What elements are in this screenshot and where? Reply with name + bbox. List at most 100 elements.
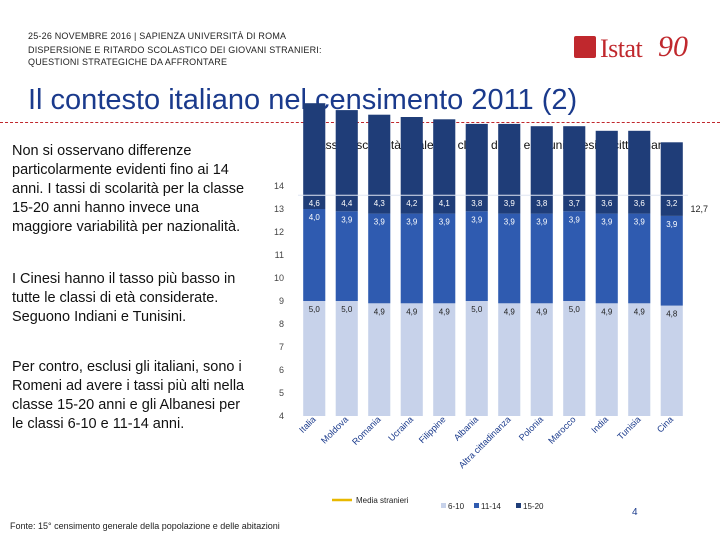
legend-label: Media stranieri <box>356 496 409 505</box>
data-label-11-14: 3,9 <box>471 215 483 224</box>
bar-segment-6-10 <box>335 301 358 416</box>
legend-swatch-6-10 <box>441 503 446 508</box>
bar-segment-6-10 <box>595 303 618 416</box>
category-label: Filippine <box>417 414 448 445</box>
data-label-15-20: 4,3 <box>374 199 386 208</box>
category-label: Cina <box>655 414 675 434</box>
category-label: Romania <box>350 414 383 447</box>
data-label-6-10: 4,8 <box>666 310 678 319</box>
bar-segment-6-10 <box>433 303 456 416</box>
category-label: Marocco <box>546 414 577 445</box>
data-label-6-10: 4,9 <box>601 307 613 316</box>
legend-label: 15-20 <box>523 502 544 511</box>
data-label-6-10: 4,9 <box>504 307 516 316</box>
header-line-2: DISPERSIONE E RITARDO SCOLASTICO DEI GIO… <box>28 45 322 55</box>
data-label-6-10: 4,9 <box>536 307 548 316</box>
data-label-15-20: 3,2 <box>666 199 678 208</box>
data-label-15-20: 3,9 <box>504 199 516 208</box>
bar-segment-15-20 <box>368 114 391 214</box>
bar-segment-6-10 <box>530 303 553 416</box>
data-label-15-20: 4,2 <box>406 199 418 208</box>
source-footer: Fonte: 15° censimento generale della pop… <box>10 521 280 531</box>
category-label: Polonia <box>517 414 545 442</box>
paragraph-2: I Cinesi hanno il tasso più basso in tut… <box>12 271 236 325</box>
data-label-11-14: 4,0 <box>309 213 321 222</box>
bar-segment-11-14 <box>303 209 326 301</box>
data-label-11-14: 3,9 <box>601 218 613 227</box>
bar-segment-15-20 <box>303 103 326 209</box>
bar-segment-11-14 <box>433 213 456 304</box>
data-label-6-10: 4,9 <box>406 307 418 316</box>
page-number: 4 <box>632 507 638 518</box>
y-tick-label: 11 <box>275 250 284 260</box>
y-tick-label: 10 <box>274 273 284 283</box>
bar-segment-15-20 <box>433 119 456 214</box>
data-label-11-14: 3,9 <box>504 218 516 227</box>
y-tick-label: 14 <box>274 181 284 191</box>
y-tick-label: 7 <box>279 342 284 352</box>
header-line-3: QUESTIONI STRATEGICHE DA AFFRONTARE <box>28 57 228 67</box>
line-series-value-label: 12,7 <box>690 204 708 214</box>
paragraph-3: Per contro, esclusi gli italiani, sono i… <box>12 359 245 432</box>
bar-segment-15-20 <box>530 126 553 214</box>
data-label-11-14: 3,9 <box>439 218 451 227</box>
bar-segment-15-20 <box>595 130 618 214</box>
bar-segment-15-20 <box>628 130 651 214</box>
data-label-15-20: 4,6 <box>309 199 321 208</box>
y-tick-label: 6 <box>279 365 284 375</box>
bar-segment-6-10 <box>498 303 521 416</box>
y-tick-label: 5 <box>279 388 284 398</box>
paragraph-1: Non si osservano differenze particolarme… <box>12 143 245 235</box>
data-label-6-10: 5,0 <box>569 305 581 314</box>
data-label-11-14: 3,9 <box>666 220 678 229</box>
bar-segment-6-10 <box>465 301 488 416</box>
data-label-6-10: 4,9 <box>634 307 646 316</box>
category-label: Moldova <box>319 414 350 445</box>
bar-segment-11-14 <box>595 213 618 304</box>
logo-number: 90 <box>658 30 688 63</box>
bar-segment-11-14 <box>628 213 651 304</box>
bar-segment-11-14 <box>400 213 423 304</box>
bar-segment-6-10 <box>628 303 651 416</box>
bar-segment-6-10 <box>660 305 683 416</box>
y-tick-label: 12 <box>274 227 284 237</box>
data-label-11-14: 3,9 <box>634 218 646 227</box>
legend-swatch-15-20 <box>516 503 521 508</box>
bar-segment-15-20 <box>660 142 683 216</box>
data-label-6-10: 4,9 <box>374 307 386 316</box>
y-tick-label: 4 <box>279 411 284 421</box>
title-divider <box>0 122 720 123</box>
data-label-11-14: 3,9 <box>569 215 581 224</box>
bar-segment-6-10 <box>563 301 586 416</box>
category-label: Italia <box>297 414 318 435</box>
bar-segment-15-20 <box>465 123 488 212</box>
stacked-bar-chart: 4 5 6 7 8 9 10 11 12 13 14 5,0 4,0 4,6 Italia 5,0 3,9 4,4… <box>274 103 708 511</box>
bar-segment-15-20 <box>335 110 358 212</box>
logo-text: Istat <box>600 34 643 63</box>
data-label-11-14: 3,9 <box>536 218 548 227</box>
page-title: Il contesto italiano nel censimento 2011… <box>28 84 578 116</box>
data-label-15-20: 3,8 <box>536 199 548 208</box>
bar-segment-6-10 <box>400 303 423 416</box>
data-label-15-20: 4,4 <box>341 199 353 208</box>
category-label: India <box>589 414 610 435</box>
bar-segment-11-14 <box>335 211 358 301</box>
data-label-15-20: 4,1 <box>439 199 451 208</box>
bar-segment-11-14 <box>465 211 488 301</box>
legend-label: 11-14 <box>481 502 501 511</box>
bar-segment-11-14 <box>368 213 391 304</box>
bar-segment-11-14 <box>530 213 553 304</box>
data-label-11-14: 3,9 <box>406 218 418 227</box>
data-label-6-10: 5,0 <box>471 305 483 314</box>
data-label-11-14: 3,9 <box>341 215 353 224</box>
data-label-15-20: 3,6 <box>634 199 646 208</box>
bar-segment-6-10 <box>368 303 391 416</box>
header-line-1: 25-26 NOVEMBRE 2016 | SAPIENZA UNIVERSIT… <box>28 31 287 41</box>
category-label: Tunisia <box>615 414 642 441</box>
data-label-6-10: 5,0 <box>309 305 321 314</box>
bar-segment-15-20 <box>498 123 521 214</box>
istat-logo: Istat 90 <box>574 30 694 68</box>
category-label: Ucraina <box>386 414 415 443</box>
category-label: Albania <box>452 414 480 442</box>
logo-square-icon <box>574 36 596 58</box>
